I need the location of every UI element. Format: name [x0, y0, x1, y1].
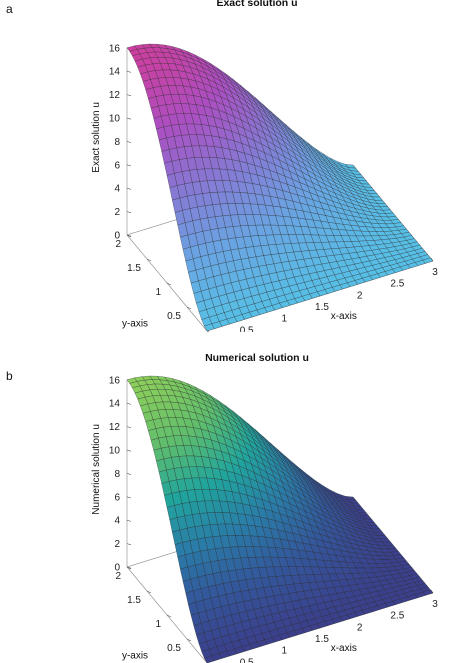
y-tick-label: 1.5 — [127, 595, 141, 606]
z-tick-label: 14 — [109, 399, 121, 410]
x-tick-label: 1.5 — [315, 302, 329, 313]
panel-a: 024681012141600.511.520.511.522.53x-axis… — [6, 0, 438, 332]
z-tick-label: 14 — [109, 67, 121, 78]
z-tick-label: 2 — [114, 207, 120, 218]
z-tick-label: 2 — [114, 539, 120, 550]
z-tick — [126, 164, 132, 167]
x-tick-label: 0.5 — [240, 657, 254, 663]
y-tick — [186, 638, 192, 642]
z-tick — [126, 402, 132, 405]
z-tick — [126, 211, 132, 214]
y-tick — [166, 282, 172, 286]
y-tick-label: 1 — [155, 619, 161, 630]
x-tick-label: 1 — [282, 646, 288, 657]
z-tick — [126, 426, 132, 429]
x-tick-label: 2 — [357, 622, 363, 633]
panel-b: 0246810121416n0.511.520.511.522.53x-axis… — [0, 332, 474, 663]
x-axis-label: x-axis — [331, 311, 357, 322]
x-tick-label: 2.5 — [390, 611, 404, 622]
x-axis-label: x-axis — [331, 643, 357, 654]
y-tick-label: 2 — [115, 571, 121, 582]
y-tick — [146, 258, 152, 262]
z-tick — [126, 519, 132, 522]
surface-facet — [422, 257, 434, 264]
surface-facet — [422, 589, 434, 596]
panel-label-b: b — [6, 369, 13, 383]
surface-plot-b: 0246810121416n0.511.520.511.522.53x-axis… — [91, 375, 438, 663]
z-tick — [126, 187, 132, 190]
x-tick-label: 2 — [357, 290, 363, 301]
z-tick-label: 12 — [109, 90, 121, 101]
z-tick — [126, 496, 132, 499]
z-tick — [126, 117, 132, 120]
x-tick-label: 0.5 — [240, 325, 254, 332]
x-tick-label: 3 — [432, 599, 438, 610]
z-axis-label: Numerical solution u — [91, 424, 102, 515]
z-tick-label: 16 — [109, 43, 121, 54]
z-tick-label: 6 — [114, 160, 120, 171]
y-tick-label: 1 — [155, 287, 161, 298]
y-tick — [126, 566, 132, 570]
y-tick — [166, 614, 172, 618]
y-tick-label: 1.5 — [127, 263, 141, 274]
z-tick-label: 16 — [109, 375, 121, 386]
z-tick-label: 12 — [109, 422, 121, 433]
y-tick-label: 2 — [115, 239, 121, 250]
y-tick — [206, 330, 210, 332]
x-tick-label: 3 — [432, 267, 438, 278]
z-tick-label: 0 — [114, 563, 120, 574]
y-tick — [146, 590, 152, 594]
x-tick-label: 2.5 — [390, 279, 404, 290]
z-tick-label: 0 — [114, 231, 120, 242]
surface-plot-a: 024681012141600.511.520.511.522.53x-axis… — [91, 43, 438, 332]
y-axis-label: y-axis — [122, 651, 148, 662]
y-tick — [126, 234, 132, 238]
chart-title-a: Exact solution u — [216, 0, 298, 9]
z-tick — [126, 94, 132, 97]
y-tick — [186, 306, 192, 310]
panel-label-a: a — [6, 2, 13, 16]
z-axis-label: Exact solution u — [91, 102, 102, 173]
z-tick-label: 10 — [109, 114, 121, 125]
y-tick-label: 0.5 — [167, 311, 181, 322]
chart-title-b: Numerical solution u — [205, 352, 309, 364]
z-tick-label: 4 — [114, 184, 120, 195]
z-tick — [126, 141, 132, 143]
y-axis-label: y-axis — [122, 319, 148, 330]
x-tick-label: 1.5 — [315, 634, 329, 645]
z-tick-label: 8 — [114, 137, 120, 148]
z-tick-label: 8 — [114, 469, 120, 480]
z-tick-label: 4 — [114, 516, 120, 527]
y-tick-label: 0.5 — [167, 643, 181, 654]
z-tick — [126, 543, 132, 546]
surface — [126, 43, 434, 332]
z-tick-label: 6 — [114, 492, 120, 503]
z-tick-label: 10 — [109, 446, 121, 457]
surface — [126, 375, 434, 663]
z-tick — [126, 473, 132, 475]
z-tick — [126, 449, 132, 452]
z-tick — [126, 70, 132, 73]
x-tick-label: 1 — [282, 314, 288, 325]
